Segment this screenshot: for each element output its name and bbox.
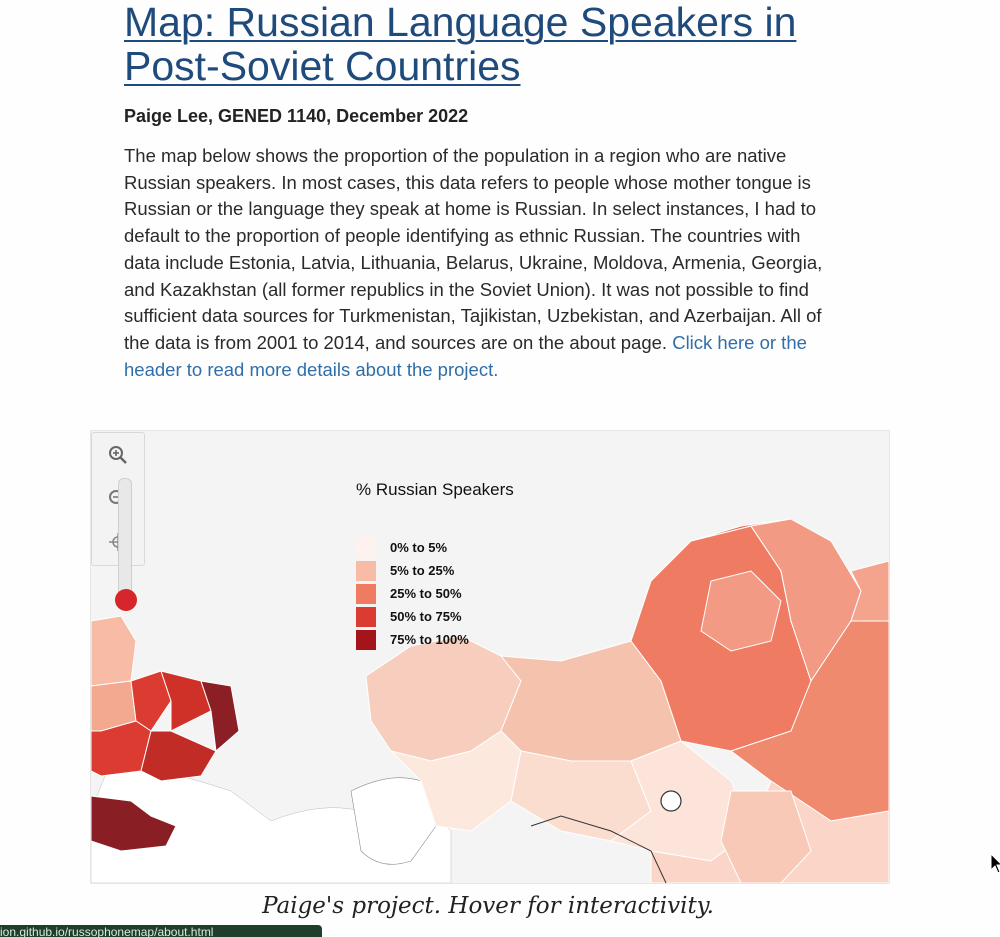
legend-label: 75% to 100% [390,632,469,647]
legend-label: 25% to 50% [390,586,462,601]
legend-item: 75% to 100% [356,630,514,653]
legend-item: 5% to 25% [356,561,514,584]
byline: Paige Lee, GENED 1140, December 2022 [124,106,469,126]
legend-item: 0% to 5% [356,538,514,561]
map-caption: Paige's project. Hover for interactivity… [262,893,714,919]
choropleth-map[interactable] [90,430,890,884]
legend-swatch [356,630,376,650]
legend-label: 0% to 5% [390,540,448,555]
legend-swatch [356,561,376,581]
legend-item: 25% to 50% [356,584,514,607]
intro-paragraph: The map below shows the proportion of th… [124,143,839,383]
legend-label: 5% to 25% [390,563,455,578]
legend-title: % Russian Speakers [356,480,514,499]
legend-item: 50% to 75% [356,607,514,630]
intro-text: The map below shows the proportion of th… [124,145,823,353]
page-title-link[interactable]: Map: Russian Language Speakers in Post-S… [124,0,797,89]
zoom-slider-track[interactable] [118,478,132,602]
legend-label: 50% to 75% [390,609,462,624]
legend-swatch [356,538,376,558]
about-link[interactable]: Click here or the header to read more de… [124,331,807,380]
zoom-slider-knob[interactable] [115,589,137,611]
status-bar-url: ion.github.io/russophonemap/about.html [0,925,322,937]
map-legend: % Russian Speakers 0% to 5% 5% to 25% 25% … [356,480,514,653]
zoom-in-icon[interactable] [106,443,130,467]
legend-swatch [356,607,376,627]
page-content: Map: Russian Language Speakers in Post-S… [124,0,844,402]
mouse-pointer-icon [990,852,1000,880]
legend-swatch [356,584,376,604]
legend-items: 0% to 5% 5% to 25% 25% to 50% 50% to 75% 75%… [356,538,514,653]
